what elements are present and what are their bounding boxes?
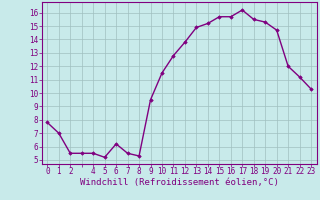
X-axis label: Windchill (Refroidissement éolien,°C): Windchill (Refroidissement éolien,°C) <box>80 178 279 187</box>
